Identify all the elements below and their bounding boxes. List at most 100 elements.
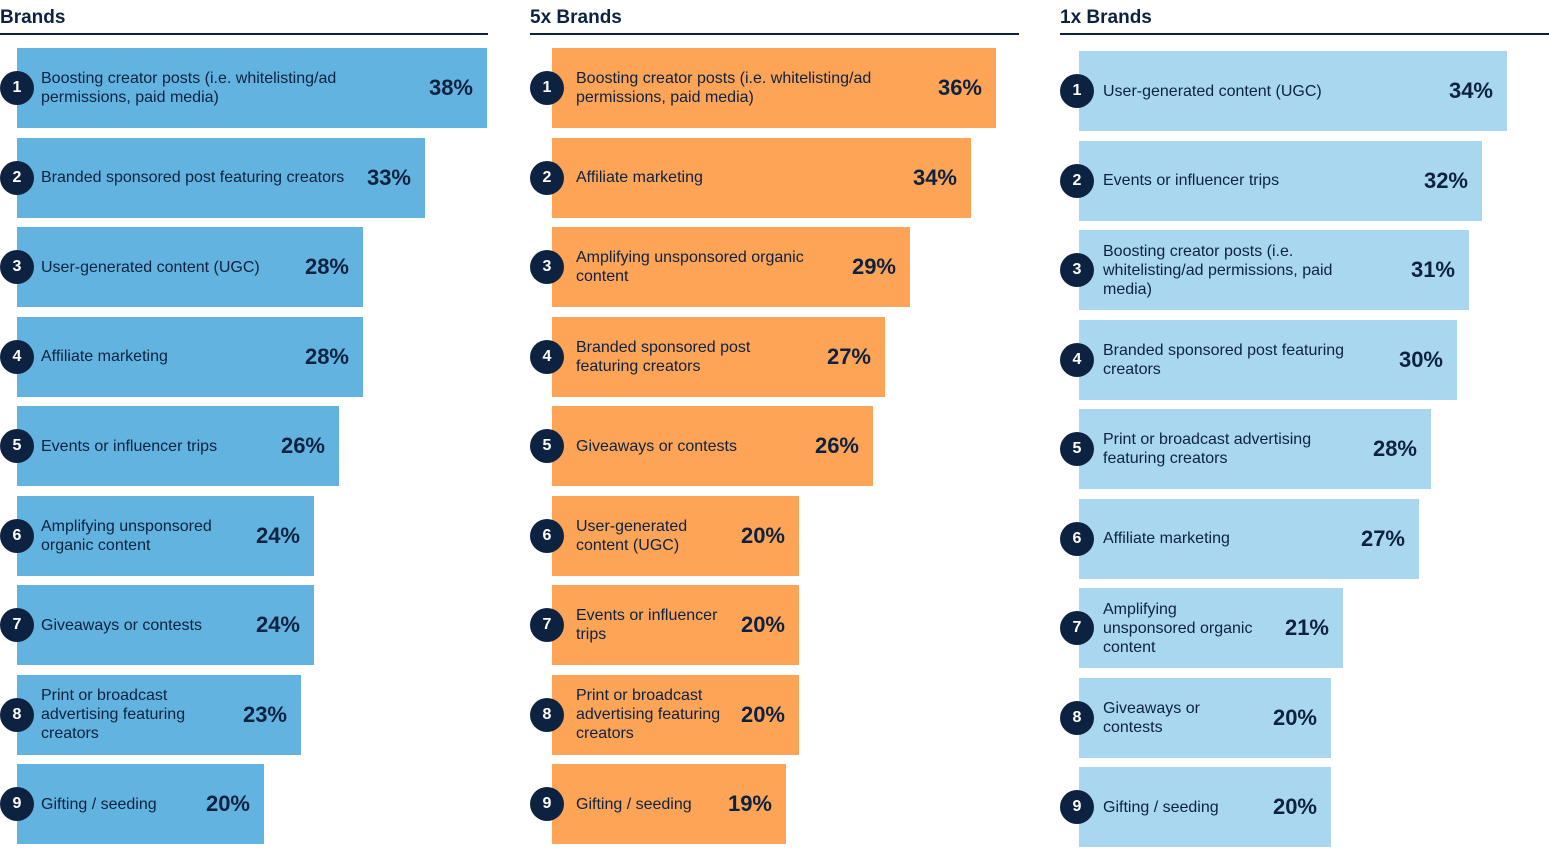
chart-title: 1x Brands <box>1060 7 1152 28</box>
category-label: Boosting creator posts (i.e. whitelistin… <box>41 70 337 106</box>
category-label: Affiliate marketing <box>41 348 168 365</box>
category-label: Events or influencer trips <box>576 607 718 643</box>
value-label: 28% <box>304 343 349 369</box>
rank-badge: 2 <box>1060 163 1094 198</box>
category-label: Gifting / seeding <box>576 795 692 813</box>
category-label: Boosting creator posts (i.e. whitelistin… <box>576 70 872 106</box>
chart-title: 5x Brands <box>530 7 622 28</box>
value-label: 24% <box>255 612 300 637</box>
rank-badge: 7 <box>1060 611 1094 645</box>
category-label: Events or influencer trips <box>41 437 218 455</box>
category-label: Giveaways or contests <box>1103 699 1200 736</box>
rank-badge: 8 <box>1060 700 1094 735</box>
bar <box>552 674 799 755</box>
bar <box>17 316 363 397</box>
rank-badge: 3 <box>530 250 564 284</box>
category-label: Branded sponsored post featuring creator… <box>576 338 751 375</box>
title-divider <box>0 33 488 35</box>
chart-title: Brands <box>0 7 66 28</box>
value-label: 26% <box>280 433 325 458</box>
value-label: 29% <box>851 254 896 279</box>
value-label: 23% <box>242 701 287 727</box>
bar <box>552 227 910 307</box>
category-label: Print or broadcast advertising featuring… <box>1103 431 1312 467</box>
category-label: Amplifying unsponsored organic content <box>576 249 804 285</box>
bar <box>17 585 314 665</box>
bar <box>17 48 487 128</box>
value-label: 21% <box>1284 615 1329 640</box>
rank-badge: 2 <box>0 160 34 195</box>
rank-badge: 3 <box>0 250 34 284</box>
value-label: 20% <box>740 612 785 637</box>
rank-badge: 1 <box>530 71 564 105</box>
title-divider <box>1060 33 1549 35</box>
bar <box>17 406 339 486</box>
category-label: Gifting / seeding <box>41 795 157 813</box>
category-label: Amplifying unsponsored organic content <box>1103 600 1253 656</box>
bar <box>552 316 885 397</box>
bar <box>17 764 264 844</box>
rank-badge: 5 <box>0 429 34 463</box>
category-label: Giveaways or contests <box>576 437 737 455</box>
title-divider <box>530 33 1019 35</box>
category-label: Affiliate marketing <box>1103 530 1230 547</box>
value-label: 38% <box>428 75 473 100</box>
category-label: Affiliate marketing <box>576 169 703 186</box>
chart-1x-brands: 1x Brands 1 User-generated content (UGC) 3… <box>1060 0 1549 867</box>
rank-badge: 5 <box>1060 432 1094 466</box>
rank-badge: 2 <box>530 160 564 195</box>
value-label: 20% <box>740 522 785 548</box>
value-label: 28% <box>304 254 349 279</box>
category-label: Amplifying unsponsored organic content <box>41 517 212 554</box>
category-label: Branded sponsored post featuring creator… <box>1103 341 1345 378</box>
bar <box>17 227 363 307</box>
bar <box>1079 767 1331 847</box>
value-label: 20% <box>205 791 250 816</box>
bar <box>552 764 786 844</box>
bar <box>1079 409 1431 489</box>
rank-badge: 4 <box>530 339 564 374</box>
category-label: User-generated content (UGC) <box>576 517 688 554</box>
rank-badge: 6 <box>530 518 564 553</box>
rank-badge: 6 <box>1060 521 1094 556</box>
value-label: 27% <box>1360 525 1405 551</box>
category-label: Boosting creator posts (i.e. whitelistin… <box>1103 242 1333 298</box>
value-label: 31% <box>1410 257 1455 282</box>
value-label: 30% <box>1398 346 1443 372</box>
rank-badge: 4 <box>1060 342 1094 377</box>
category-label: Events or influencer trips <box>1103 172 1280 189</box>
bar <box>1079 677 1331 758</box>
bar <box>1079 51 1507 131</box>
value-label: 34% <box>912 164 957 190</box>
rank-badge: 3 <box>1060 253 1094 287</box>
value-label: 20% <box>1272 704 1317 730</box>
rank-badge: 7 <box>530 608 564 642</box>
value-label: 34% <box>1448 78 1493 103</box>
bar <box>1079 230 1469 310</box>
rank-badge: 8 <box>0 697 34 732</box>
value-label: 26% <box>814 433 859 458</box>
value-label: 24% <box>255 522 300 548</box>
category-label: Branded sponsored post featuring creator… <box>41 169 345 186</box>
category-label: User-generated content (UGC) <box>41 258 260 276</box>
value-label: 27% <box>826 343 871 369</box>
bar <box>552 495 799 576</box>
chart-5x-brands: 5x Brands 1 Boosting creator posts (i.e. … <box>530 0 1019 867</box>
bar <box>1079 588 1343 668</box>
rank-badge: 5 <box>530 429 564 463</box>
bar <box>552 48 996 128</box>
value-label: 32% <box>1423 167 1468 193</box>
bar <box>552 406 873 486</box>
bar <box>17 495 314 576</box>
bar <box>17 674 301 755</box>
bar <box>17 137 425 218</box>
rank-badge: 9 <box>530 787 564 821</box>
rank-badge: 8 <box>530 697 564 732</box>
category-label: Print or broadcast advertising featuring… <box>41 687 186 742</box>
value-label: 33% <box>366 164 411 190</box>
category-label: User-generated content (UGC) <box>1103 82 1322 100</box>
rank-badge: 6 <box>0 518 34 553</box>
value-label: 19% <box>727 791 772 816</box>
rank-badge: 9 <box>0 787 34 821</box>
value-label: 20% <box>1272 794 1317 819</box>
